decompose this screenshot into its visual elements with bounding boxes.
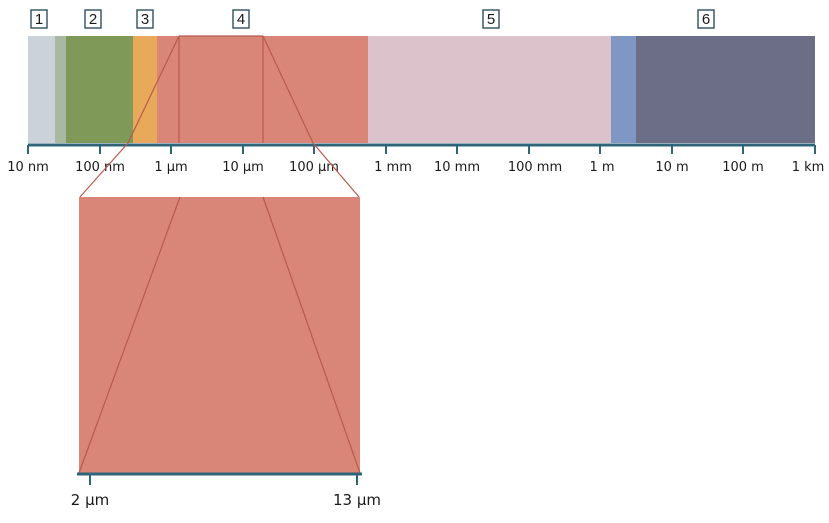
region-badge-6: 6 [697, 9, 715, 29]
band-6-dark [636, 36, 815, 143]
region-label-4: 4 [237, 11, 245, 28]
region-label-1: 1 [35, 11, 43, 28]
region-label-2: 2 [89, 11, 97, 28]
tick-label: 10 nm [7, 160, 49, 175]
region-badge-5: 5 [482, 9, 500, 29]
spectrum-bar [28, 36, 815, 143]
region-label-6: 6 [702, 11, 710, 28]
tick-label: 100 nm [75, 160, 125, 175]
tick-label: 1 mm [374, 160, 412, 175]
zoomed-band-4-panel: 2 µm 13 µm [71, 196, 381, 509]
band-6-light [611, 36, 636, 143]
tick-label: 10 µm [222, 160, 264, 175]
zoom-start-label: 2 µm [71, 491, 109, 509]
band-2 [66, 36, 133, 143]
tick-label: 1 m [589, 160, 614, 175]
tick-label: 10 mm [434, 160, 480, 175]
band-1-dark [55, 36, 66, 143]
zoom-end-label: 13 µm [333, 491, 381, 509]
tick-label: 10 m [655, 160, 688, 175]
region-badge-2: 2 [84, 9, 102, 29]
tick-labels: 10 nm 100 nm 1 µm 10 µm 100 µm 1 mm 10 m… [7, 160, 824, 175]
region-badge-3: 3 [136, 9, 154, 29]
region-label-5: 5 [487, 11, 495, 28]
tick-label: 100 m [722, 160, 764, 175]
region-badge-1: 1 [30, 9, 48, 29]
tick-label: 100 µm [289, 160, 339, 175]
region-badge-4: 4 [232, 9, 250, 29]
wavelength-axis: 10 nm 100 nm 1 µm 10 µm 100 µm 1 mm 10 m… [7, 143, 824, 175]
region-label-3: 3 [141, 11, 149, 28]
tick-label: 1 km [792, 160, 825, 175]
band-5 [368, 36, 611, 143]
zoom-connector-lines [79, 142, 360, 198]
tick-label: 1 µm [154, 160, 187, 175]
band-4-zoom-marker [127, 35, 314, 144]
region-badges: 1 2 3 4 5 6 [30, 9, 715, 29]
tick-label: 100 mm [508, 160, 562, 175]
band-1-light [28, 36, 55, 143]
